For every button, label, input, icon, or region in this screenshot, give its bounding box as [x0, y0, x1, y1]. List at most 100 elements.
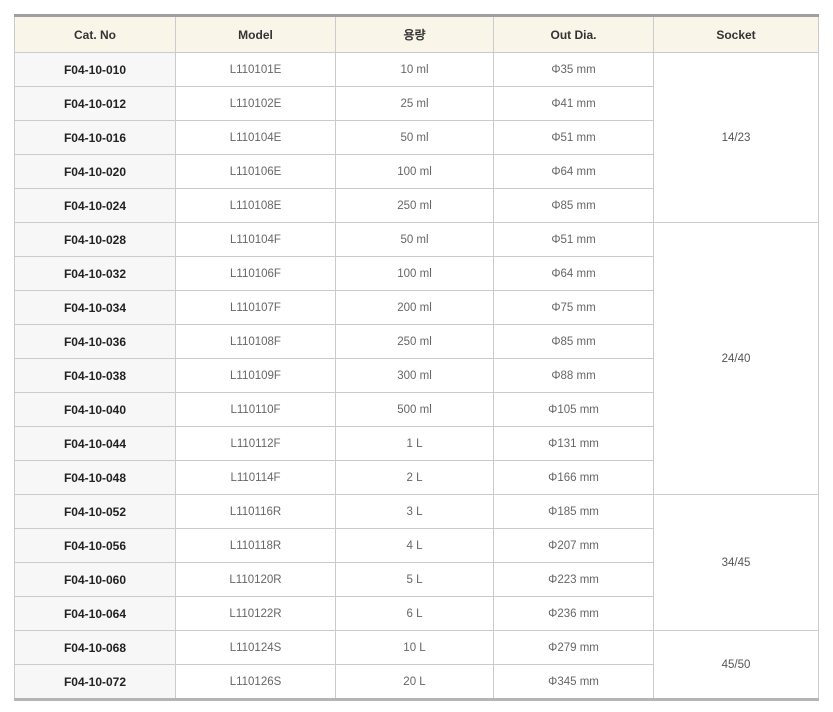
- cat-no-cell: F04-10-060: [14, 562, 176, 597]
- capacity-cell: 4 L: [335, 528, 494, 563]
- out-dia-cell: Φ51 mm: [493, 120, 654, 155]
- table-row: F04-10-020 L110106E 100 ml Φ64 mm: [14, 154, 819, 189]
- out-dia-cell: Φ64 mm: [493, 256, 654, 291]
- out-dia-cell: Φ85 mm: [493, 324, 654, 359]
- cat-no-cell: F04-10-032: [14, 256, 176, 291]
- cat-no-cell: F04-10-068: [14, 630, 176, 665]
- model-cell: L110118R: [175, 528, 336, 563]
- cat-no-cell: F04-10-052: [14, 494, 176, 529]
- table-row: F04-10-036 L110108F 250 ml Φ85 mm: [14, 324, 819, 359]
- col-header-socket: Socket: [653, 15, 819, 53]
- cat-no-cell: F04-10-048: [14, 460, 176, 495]
- out-dia-cell: Φ185 mm: [493, 494, 654, 529]
- table-body: F04-10-010 L110101E 10 ml Φ35 mm 14/23 F04-10…: [14, 52, 819, 700]
- table-row: F04-10-072 L110126S 20 L Φ345 mm: [14, 664, 819, 700]
- out-dia-cell: Φ64 mm: [493, 154, 654, 189]
- capacity-cell: 100 ml: [335, 154, 494, 189]
- socket-cell: 45/50: [653, 630, 819, 700]
- model-cell: L110104E: [175, 120, 336, 155]
- model-cell: L110116R: [175, 494, 336, 529]
- cat-no-cell: F04-10-038: [14, 358, 176, 393]
- model-cell: L110101E: [175, 52, 336, 87]
- product-spec-table: Cat. No Model 용량 Out Dia. Socket F04-10-…: [14, 14, 819, 701]
- model-cell: L110124S: [175, 630, 336, 665]
- out-dia-cell: Φ41 mm: [493, 86, 654, 121]
- col-header-cat-no: Cat. No: [14, 15, 176, 53]
- cat-no-cell: F04-10-020: [14, 154, 176, 189]
- out-dia-cell: Φ207 mm: [493, 528, 654, 563]
- socket-cell: 24/40: [653, 222, 819, 495]
- cat-no-cell: F04-10-064: [14, 596, 176, 631]
- cat-no-cell: F04-10-024: [14, 188, 176, 223]
- capacity-cell: 1 L: [335, 426, 494, 461]
- cat-no-cell: F04-10-040: [14, 392, 176, 427]
- out-dia-cell: Φ279 mm: [493, 630, 654, 665]
- out-dia-cell: Φ345 mm: [493, 664, 654, 700]
- table-row: F04-10-012 L110102E 25 ml Φ41 mm: [14, 86, 819, 121]
- socket-cell: 34/45: [653, 494, 819, 631]
- table-row: F04-10-060 L110120R 5 L Φ223 mm: [14, 562, 819, 597]
- col-header-capacity: 용량: [335, 15, 494, 53]
- table-row: F04-10-040 L110110F 500 ml Φ105 mm: [14, 392, 819, 427]
- cat-no-cell: F04-10-034: [14, 290, 176, 325]
- model-cell: L110109F: [175, 358, 336, 393]
- cat-no-cell: F04-10-012: [14, 86, 176, 121]
- table-row: F04-10-064 L110122R 6 L Φ236 mm: [14, 596, 819, 631]
- socket-cell: 14/23: [653, 52, 819, 223]
- cat-no-cell: F04-10-028: [14, 222, 176, 257]
- capacity-cell: 6 L: [335, 596, 494, 631]
- cat-no-cell: F04-10-056: [14, 528, 176, 563]
- out-dia-cell: Φ88 mm: [493, 358, 654, 393]
- col-header-model: Model: [175, 15, 336, 53]
- model-cell: L110112F: [175, 426, 336, 461]
- model-cell: L110120R: [175, 562, 336, 597]
- model-cell: L110122R: [175, 596, 336, 631]
- out-dia-cell: Φ51 mm: [493, 222, 654, 257]
- capacity-cell: 300 ml: [335, 358, 494, 393]
- model-cell: L110107F: [175, 290, 336, 325]
- col-header-out-dia: Out Dia.: [493, 15, 654, 53]
- cat-no-cell: F04-10-072: [14, 664, 176, 700]
- capacity-cell: 3 L: [335, 494, 494, 529]
- model-cell: L110108E: [175, 188, 336, 223]
- cat-no-cell: F04-10-010: [14, 52, 176, 87]
- capacity-cell: 500 ml: [335, 392, 494, 427]
- table-row: F04-10-032 L110106F 100 ml Φ64 mm: [14, 256, 819, 291]
- cat-no-cell: F04-10-016: [14, 120, 176, 155]
- out-dia-cell: Φ166 mm: [493, 460, 654, 495]
- capacity-cell: 50 ml: [335, 222, 494, 257]
- model-cell: L110114F: [175, 460, 336, 495]
- table-row: F04-10-016 L110104E 50 ml Φ51 mm: [14, 120, 819, 155]
- out-dia-cell: Φ85 mm: [493, 188, 654, 223]
- table-row: F04-10-044 L110112F 1 L Φ131 mm: [14, 426, 819, 461]
- cat-no-cell: F04-10-044: [14, 426, 176, 461]
- model-cell: L110126S: [175, 664, 336, 700]
- model-cell: L110110F: [175, 392, 336, 427]
- capacity-cell: 250 ml: [335, 188, 494, 223]
- cat-no-cell: F04-10-036: [14, 324, 176, 359]
- table-row: F04-10-068 L110124S 10 L Φ279 mm 45/50: [14, 630, 819, 700]
- capacity-cell: 2 L: [335, 460, 494, 495]
- out-dia-cell: Φ35 mm: [493, 52, 654, 87]
- model-cell: L110106E: [175, 154, 336, 189]
- capacity-cell: 200 ml: [335, 290, 494, 325]
- model-cell: L110108F: [175, 324, 336, 359]
- out-dia-cell: Φ223 mm: [493, 562, 654, 597]
- capacity-cell: 5 L: [335, 562, 494, 597]
- model-cell: L110102E: [175, 86, 336, 121]
- table-row: F04-10-056 L110118R 4 L Φ207 mm: [14, 528, 819, 563]
- table-row: F04-10-052 L110116R 3 L Φ185 mm 34/45: [14, 494, 819, 631]
- out-dia-cell: Φ236 mm: [493, 596, 654, 631]
- out-dia-cell: Φ75 mm: [493, 290, 654, 325]
- model-cell: L110106F: [175, 256, 336, 291]
- capacity-cell: 20 L: [335, 664, 494, 700]
- table-row: F04-10-034 L110107F 200 ml Φ75 mm: [14, 290, 819, 325]
- out-dia-cell: Φ105 mm: [493, 392, 654, 427]
- capacity-cell: 50 ml: [335, 120, 494, 155]
- table-row: F04-10-028 L110104F 50 ml Φ51 mm 24/40: [14, 222, 819, 495]
- capacity-cell: 25 ml: [335, 86, 494, 121]
- table-row: F04-10-024 L110108E 250 ml Φ85 mm: [14, 188, 819, 223]
- capacity-cell: 10 ml: [335, 52, 494, 87]
- out-dia-cell: Φ131 mm: [493, 426, 654, 461]
